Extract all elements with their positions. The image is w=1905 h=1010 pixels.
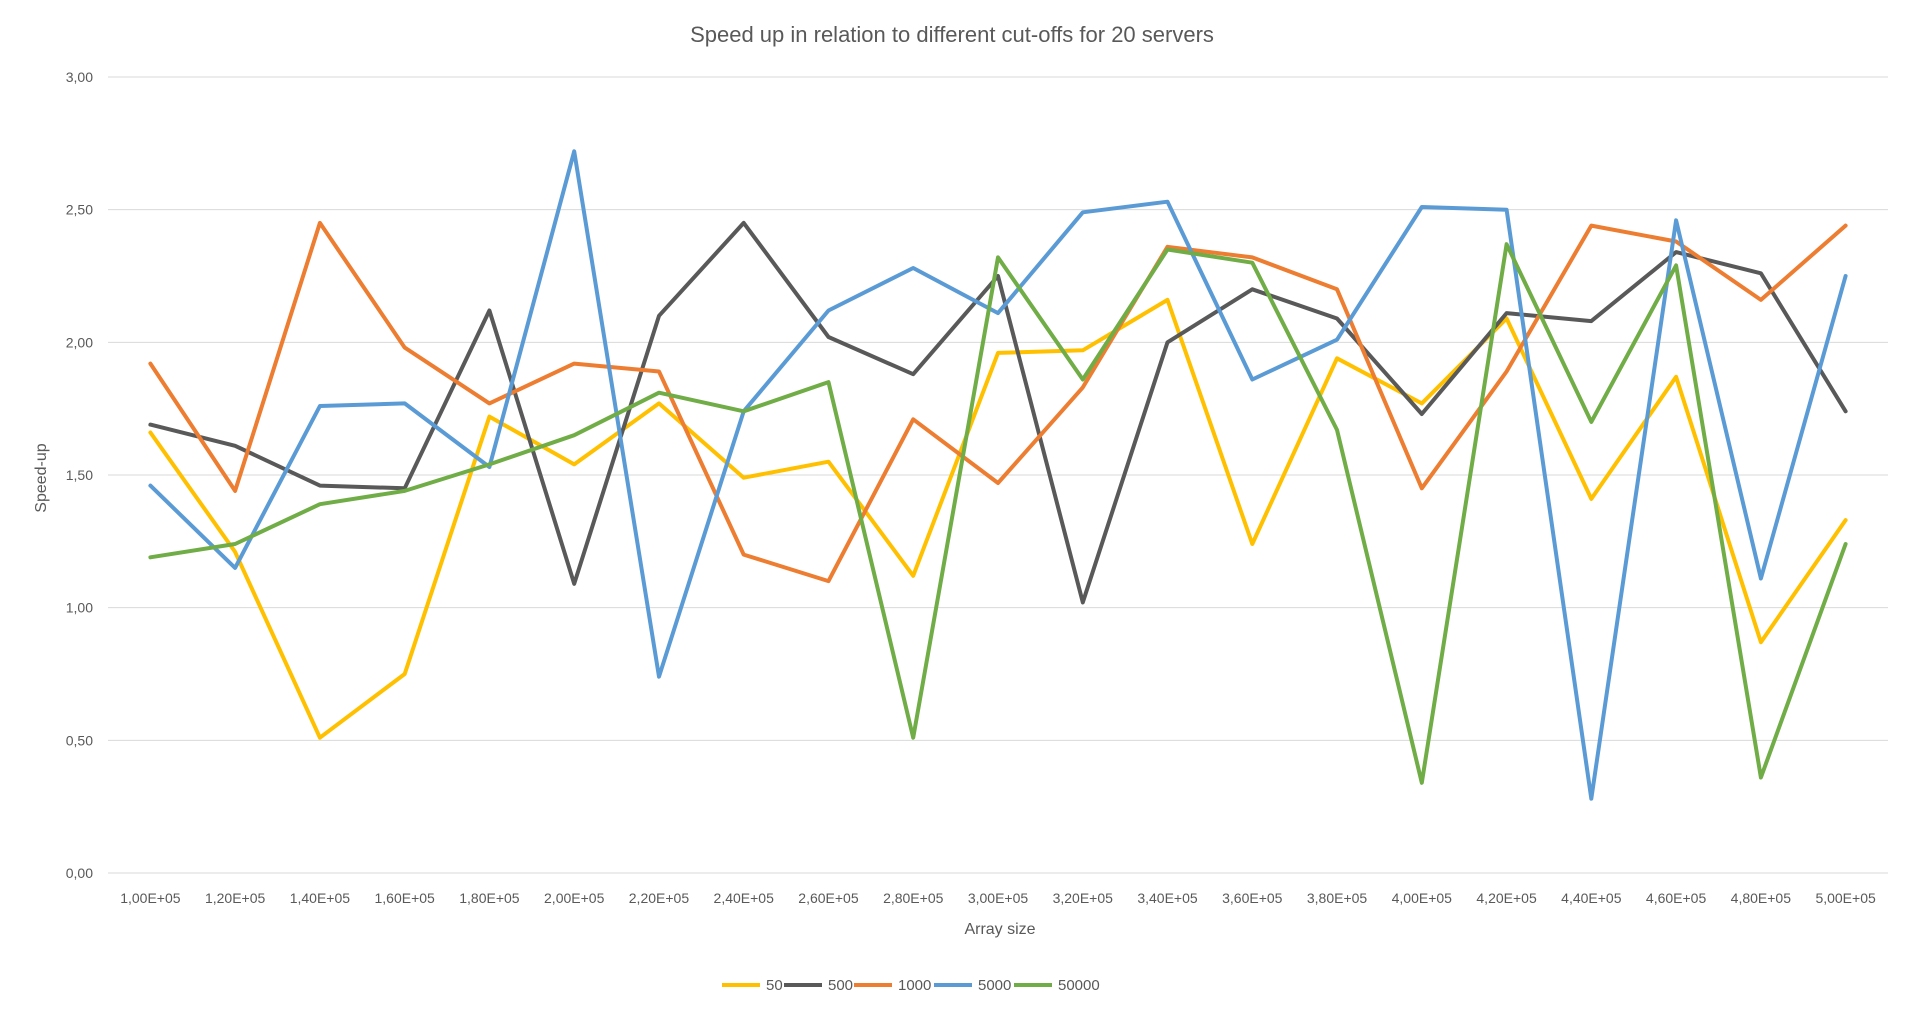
legend-label-50: 50	[766, 977, 783, 994]
series-line-5000	[148, 149, 1848, 801]
x-tick-label: 4,80E+05	[1731, 890, 1792, 906]
legend-label-5000: 5000	[978, 977, 1011, 994]
x-tick-label: 3,00E+05	[968, 890, 1029, 906]
legend-label-1000: 1000	[898, 977, 931, 994]
x-tick-label: 2,00E+05	[544, 890, 605, 906]
y-tick-label: 0,00	[66, 865, 93, 881]
x-tick-label: 1,20E+05	[205, 890, 266, 906]
x-tick-label: 3,60E+05	[1222, 890, 1283, 906]
x-tick-label: 4,60E+05	[1646, 890, 1707, 906]
y-tick-label: 2,00	[66, 334, 93, 350]
x-axis-ticks: 1,00E+05 1,20E+05 1,40E+05 1,60E+05 1,80E+05…	[120, 890, 1876, 906]
series-lines	[148, 149, 1848, 801]
chart-title: Speed up in relation to different cut-of…	[690, 22, 1214, 47]
x-tick-label: 2,20E+05	[629, 890, 690, 906]
x-tick-label: 3,40E+05	[1137, 890, 1198, 906]
x-tick-label: 3,20E+05	[1053, 890, 1114, 906]
x-tick-label: 1,40E+05	[290, 890, 351, 906]
legend: 50 500 1000 5000 50000	[722, 977, 1100, 994]
x-tick-label: 1,80E+05	[459, 890, 520, 906]
y-tick-label: 0,50	[66, 732, 93, 748]
x-tick-label: 3,80E+05	[1307, 890, 1368, 906]
x-tick-label: 2,80E+05	[883, 890, 944, 906]
series-line-50	[148, 297, 1848, 740]
x-tick-label: 1,00E+05	[120, 890, 181, 906]
x-tick-label: 4,20E+05	[1476, 890, 1537, 906]
y-axis-label: Speed-up	[33, 443, 50, 512]
y-tick-label: 3,00	[66, 69, 93, 85]
x-tick-label: 5,00E+05	[1815, 890, 1876, 906]
x-tick-label: 2,60E+05	[798, 890, 859, 906]
x-tick-label: 4,00E+05	[1392, 890, 1453, 906]
y-axis-ticks: 0,00 0,50 1,00 1,50 2,00 2,50 3,00	[66, 69, 93, 881]
series-line-50000	[148, 242, 1848, 785]
x-tick-label: 1,60E+05	[374, 890, 435, 906]
legend-label-50000: 50000	[1058, 977, 1100, 994]
series-line-500	[148, 220, 1848, 605]
y-tick-label: 1,00	[66, 600, 93, 616]
x-tick-label: 4,40E+05	[1561, 890, 1622, 906]
y-tick-label: 2,50	[66, 202, 93, 218]
legend-label-500: 500	[828, 977, 853, 994]
x-axis-label: Array size	[964, 921, 1035, 938]
gridlines	[108, 76, 1888, 874]
y-tick-label: 1,50	[66, 467, 93, 483]
series-line-1000	[148, 220, 1848, 584]
x-tick-label: 2,40E+05	[714, 890, 775, 906]
